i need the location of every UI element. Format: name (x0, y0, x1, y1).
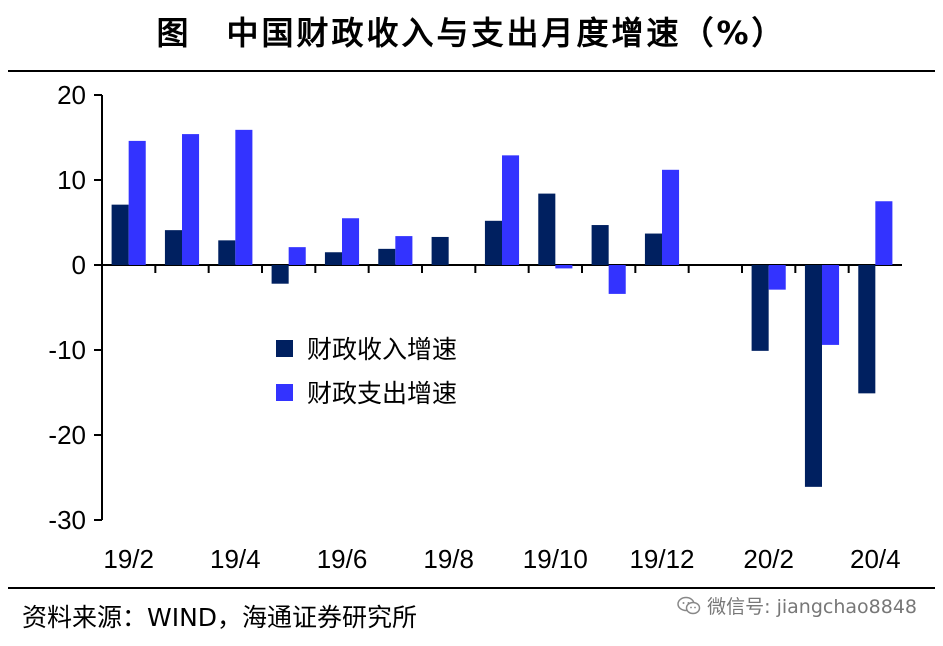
bottom-rule (8, 587, 935, 589)
bar-revenue (218, 240, 236, 265)
bar-expenditure (395, 236, 413, 265)
source-note: 资料来源：WIND，海通证券研究所 (22, 603, 418, 632)
bar-revenue (858, 265, 876, 394)
chart-title: 图 中国财政收入与支出月度增速（%） (156, 14, 787, 52)
bar-revenue (484, 220, 502, 265)
x-tick-label: 19/6 (317, 544, 368, 574)
x-tick-label: 19/12 (629, 544, 694, 574)
bar-expenditure (288, 247, 306, 265)
bar-expenditure (768, 265, 786, 290)
bar-expenditure (128, 140, 146, 265)
bar-revenue (324, 252, 342, 265)
bar-expenditure (875, 201, 893, 265)
y-tick-label: -20 (48, 420, 86, 450)
top-rule (8, 70, 935, 72)
legend-label-revenue: 财政收入增速 (307, 335, 458, 364)
bar-revenue (431, 236, 449, 265)
bar-revenue (538, 193, 556, 265)
watermark-text: 微信号: jiangchao8848 (707, 596, 917, 618)
bar-expenditure (182, 134, 200, 265)
x-tick-label: 19/8 (423, 544, 474, 574)
bar-revenue (644, 233, 662, 265)
legend: 财政收入增速 财政支出增速 (276, 326, 457, 414)
y-tick-label: 20 (57, 80, 86, 110)
bar-revenue (271, 265, 289, 284)
legend-item-expenditure: 财政支出增速 (276, 370, 457, 414)
watermark: 微信号: jiangchao8848 (677, 592, 917, 619)
bar-expenditure (662, 169, 680, 265)
bar-expenditure (342, 218, 360, 265)
legend-item-revenue: 财政收入增速 (276, 326, 457, 370)
bar-revenue (804, 265, 822, 487)
y-tick-label: 0 (72, 250, 86, 280)
bar-revenue (164, 230, 182, 265)
bar-expenditure (502, 155, 520, 265)
bar-revenue (111, 204, 129, 265)
bar-revenue (751, 265, 769, 351)
y-tick-label: -30 (48, 505, 86, 535)
wechat-icon (677, 596, 701, 616)
x-tick-label: 19/10 (523, 544, 588, 574)
bar-expenditure (235, 129, 253, 265)
bar-revenue (591, 225, 609, 265)
x-tick-label: 19/4 (210, 544, 261, 574)
x-tick-label: 19/2 (103, 544, 154, 574)
legend-swatch-revenue (276, 339, 293, 357)
legend-swatch-expenditure (276, 383, 293, 401)
y-tick-label: -10 (48, 335, 86, 365)
bar-revenue (378, 248, 396, 265)
bar-expenditure (608, 265, 626, 294)
bar-expenditure (822, 265, 840, 345)
legend-label-expenditure: 财政支出增速 (307, 379, 458, 408)
bar-expenditure (555, 265, 573, 269)
y-tick-label: 10 (57, 165, 86, 195)
x-tick-label: 20/4 (850, 544, 901, 574)
x-tick-label: 20/2 (743, 544, 794, 574)
